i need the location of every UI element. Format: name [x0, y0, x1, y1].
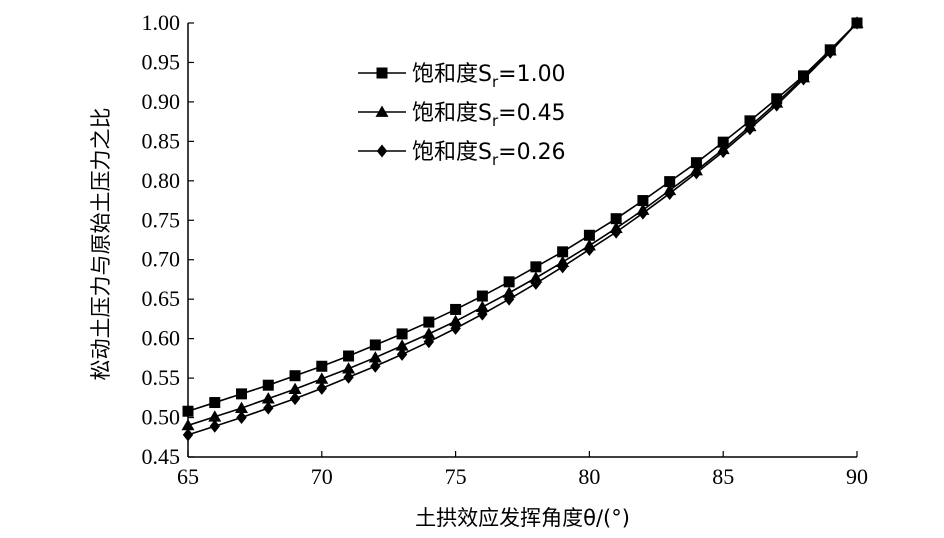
data-point: [450, 321, 461, 335]
data-point: [584, 242, 595, 256]
data-point: [289, 370, 301, 382]
data-point: [744, 122, 756, 136]
data-point: [503, 276, 515, 288]
legend-label: 饱和度Sr=0.45: [412, 101, 566, 130]
x-tick-label: 80: [578, 464, 600, 489]
data-point: [530, 261, 542, 273]
data-point: [477, 307, 488, 321]
data-point: [368, 351, 382, 363]
data-point: [209, 419, 220, 433]
data-point: [315, 372, 329, 384]
y-tick-label: 0.80: [142, 168, 181, 193]
y-tick-label: 0.90: [142, 89, 181, 114]
data-point: [343, 370, 354, 384]
data-point: [717, 136, 729, 148]
legend: 饱和度Sr=1.00 饱和度Sr=0.45 饱和度Sr=0.26: [358, 62, 566, 169]
data-point: [664, 186, 675, 200]
x-tick-label: 90: [846, 464, 868, 489]
data-point: [502, 286, 516, 298]
legend-entry: 饱和度Sr=1.00: [358, 62, 566, 91]
data-point: [209, 397, 221, 409]
y-tick-label: 0.55: [142, 365, 181, 390]
data-point: [610, 213, 622, 225]
data-point: [342, 362, 356, 374]
data-point: [236, 411, 247, 425]
data-point: [825, 45, 836, 59]
data-point: [610, 225, 622, 239]
data-point: [476, 290, 488, 302]
x-tick-label: 70: [311, 464, 333, 489]
data-point: [396, 328, 408, 340]
data-point: [343, 350, 355, 362]
data-point: [235, 401, 249, 413]
x-axis-title: 土拱效应发挥角度θ/(°): [415, 506, 630, 530]
x-tick-label: 85: [712, 464, 734, 489]
y-tick-label: 0.65: [142, 286, 181, 311]
data-point: [182, 428, 194, 442]
y-tick-label: 0.60: [142, 326, 181, 351]
data-point: [557, 260, 568, 274]
legend-marker: [376, 144, 388, 158]
data-point: [422, 327, 436, 339]
data-point: [583, 229, 595, 241]
data-point: [798, 72, 809, 86]
data-point: [370, 359, 381, 373]
legend-entry: 饱和度Sr=0.45: [358, 101, 566, 130]
data-point: [503, 292, 515, 306]
data-point: [316, 381, 327, 395]
data-point: [530, 276, 542, 290]
axes: 0.45 0.50 0.55 0.60 0.65 0.70 0.75 0.80 0.85 0.90…: [142, 10, 869, 489]
series-group: [181, 16, 864, 442]
data-point: [557, 246, 569, 258]
legend-entry: 饱和度Sr=0.26: [358, 140, 566, 169]
data-point: [236, 388, 248, 400]
y-tick-label: 0.50: [142, 405, 181, 430]
data-point: [262, 379, 274, 391]
data-point: [637, 195, 649, 207]
legend-marker: [375, 105, 389, 117]
y-tick-label: 0.95: [142, 49, 181, 74]
data-point: [691, 166, 702, 180]
data-point: [182, 405, 194, 417]
data-point: [263, 401, 274, 415]
data-point: [208, 410, 222, 422]
y-tick-label: 1.00: [142, 10, 181, 35]
legend-label: 饱和度Sr=1.00: [412, 62, 566, 91]
legend-marker: [376, 67, 388, 79]
x-tick-label: 75: [445, 464, 467, 489]
data-point: [450, 303, 462, 315]
data-point: [690, 157, 702, 169]
data-point: [475, 300, 489, 312]
data-point: [369, 339, 381, 351]
data-point: [771, 98, 782, 112]
data-point: [288, 382, 302, 395]
y-tick-label: 0.85: [142, 128, 181, 153]
data-point: [637, 206, 649, 220]
series-line: [187, 22, 858, 436]
data-point: [261, 392, 275, 404]
data-point: [851, 16, 863, 30]
data-point: [396, 347, 408, 361]
data-point: [718, 145, 729, 159]
data-point: [664, 176, 676, 188]
data-point: [289, 392, 301, 406]
data-point: [423, 335, 435, 349]
y-tick-label: 0.45: [142, 444, 181, 469]
data-point: [395, 339, 409, 351]
y-axis-title: 松动土压力与原始土压力之比: [89, 108, 113, 381]
data-point: [316, 360, 328, 372]
series-diamond: [182, 16, 863, 442]
legend-label: 饱和度Sr=0.26: [412, 140, 566, 169]
y-tick-label: 0.75: [142, 207, 181, 232]
data-point: [449, 314, 463, 327]
x-tick-label: 65: [177, 464, 199, 489]
data-point: [423, 316, 435, 328]
y-tick-label: 0.70: [142, 247, 181, 272]
data-point: [181, 418, 195, 431]
